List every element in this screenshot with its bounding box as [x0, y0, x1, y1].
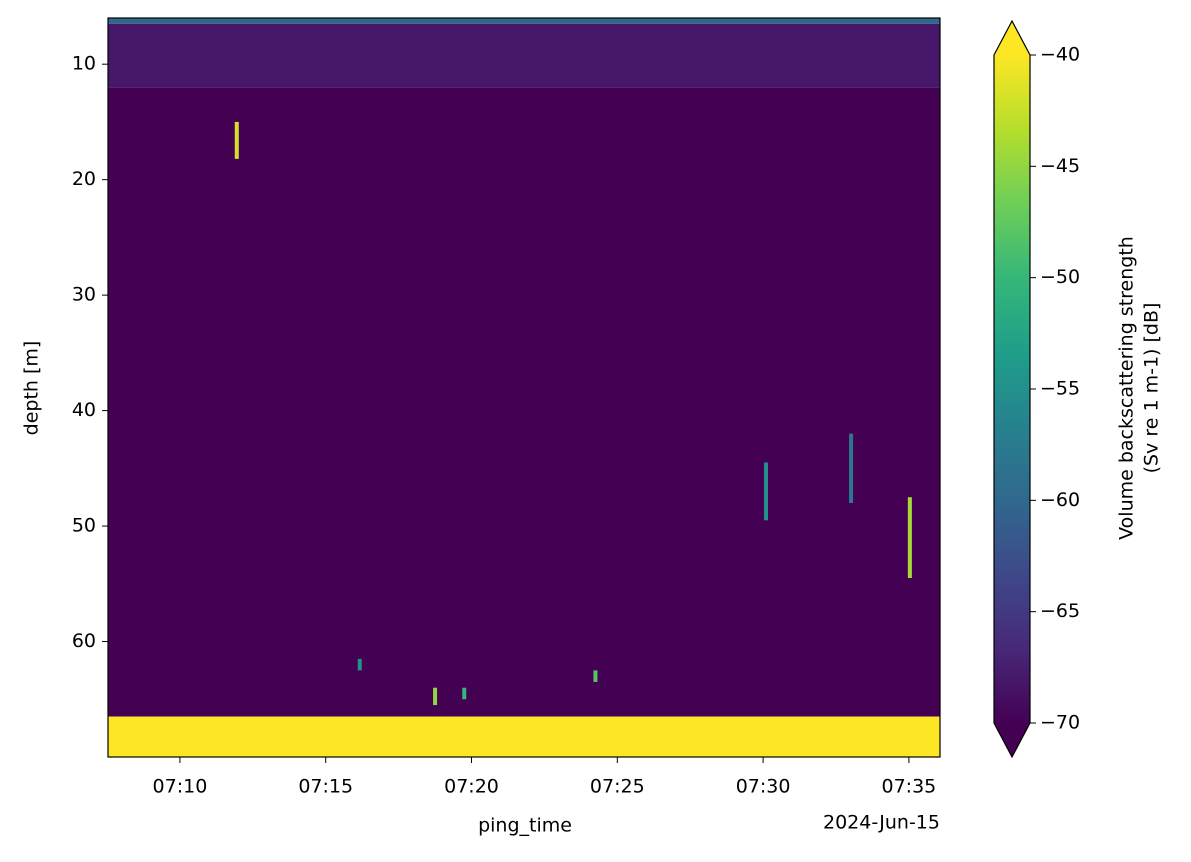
y-tick-label: 40 [72, 399, 96, 421]
colorbar-label: (Sv re 1 m-1) [dB] [1141, 303, 1163, 474]
y-tick-label: 30 [72, 284, 96, 306]
y-axis-label: depth [m] [21, 341, 43, 436]
colorbar [994, 55, 1030, 723]
echo [849, 433, 854, 503]
x-tick-label: 07:10 [153, 776, 208, 798]
heatmap-cell [108, 18, 940, 24]
echo [462, 687, 467, 700]
x-tick-label: 07:15 [298, 776, 353, 798]
colorbar-tick-label: −60 [1040, 489, 1080, 511]
heatmap-cell [108, 716, 940, 757]
heatmap-cell [108, 87, 940, 717]
colorbar-tick-label: −65 [1040, 600, 1080, 622]
x-tick-label: 07:30 [736, 776, 791, 798]
heatmap-cell [108, 23, 940, 88]
colorbar-tick-label: −45 [1040, 155, 1080, 177]
y-tick-label: 60 [72, 630, 96, 652]
colorbar-tick-label: −55 [1040, 378, 1080, 400]
echo [357, 658, 362, 671]
y-tick-label: 50 [72, 515, 96, 537]
echo [593, 670, 598, 682]
x-axis-label: ping_time [478, 815, 572, 837]
colorbar-extend-max [994, 21, 1030, 55]
plot-frame [107, 17, 941, 758]
x-tick-label: 07:35 [882, 776, 937, 798]
echo [907, 497, 912, 579]
colorbar-label: Volume backscattering strength [1116, 236, 1138, 540]
y-tick-label: 10 [72, 53, 96, 75]
colorbar-tick-label: −70 [1040, 712, 1080, 734]
y-tick-label: 20 [72, 168, 96, 190]
echo [764, 462, 769, 521]
x-offset-label: 2024-Jun-15 [823, 812, 940, 834]
colorbar-tick-label: −40 [1040, 44, 1080, 66]
colorbar-extend-min [994, 723, 1030, 757]
echo [234, 121, 239, 159]
echo [433, 687, 438, 706]
x-tick-label: 07:20 [444, 776, 499, 798]
colorbar-tick-label: −50 [1040, 266, 1080, 288]
x-tick-label: 07:25 [590, 776, 645, 798]
